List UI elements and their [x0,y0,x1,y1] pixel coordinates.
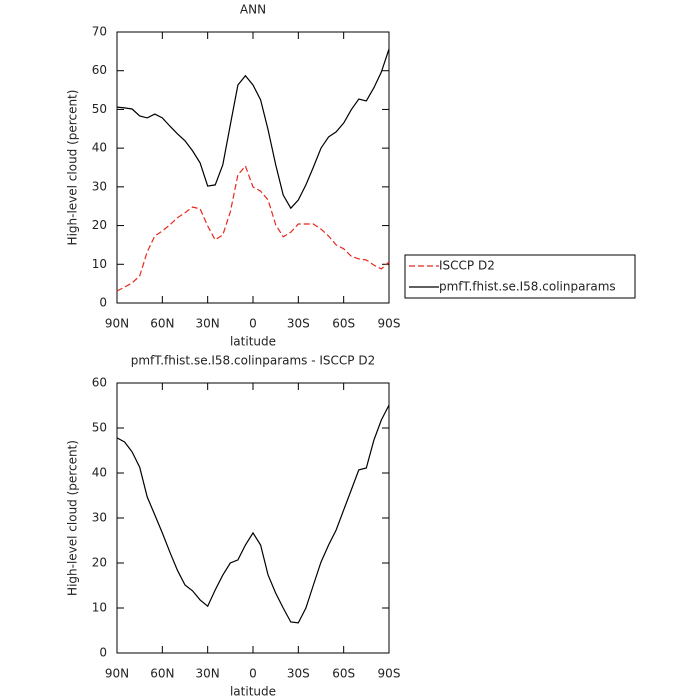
x-tick-label: 30S [287,667,310,681]
x-tick-label: 30S [287,317,310,331]
x-tick-label: 90N [105,667,129,681]
legend-box [404,254,636,299]
chart-title: ANN [240,3,266,17]
x-tick-label: 30N [196,667,220,681]
y-tick-label: 50 [92,421,107,435]
x-axis-label: latitude [230,685,276,699]
legend-label: pmfT.fhist.se.I58.colinparams [439,280,616,294]
y-tick-label: 10 [92,257,107,271]
x-tick-label: 60N [150,667,174,681]
x-tick-label: 60S [332,667,355,681]
x-tick-label: 60N [150,317,174,331]
y-axis-label: High-level cloud (percent) [66,90,80,246]
x-tick-label: 60S [332,317,355,331]
line-series [116,48,390,210]
y-tick-label: 10 [92,601,107,615]
plot-frame [116,31,390,304]
x-tick-label: 90S [378,317,401,331]
line-series [116,164,390,292]
x-tick-label: 30N [196,317,220,331]
y-tick-label: 70 [92,25,107,39]
legend-label: ISCCP D2 [439,259,495,273]
x-tick-label: 90N [105,317,129,331]
y-tick-label: 50 [92,102,107,116]
plot-frame [116,382,390,654]
y-tick-label: 60 [92,63,107,77]
x-axis-label: latitude [230,335,276,349]
x-tick-label: 90S [378,667,401,681]
y-tick-label: 40 [92,466,107,480]
x-tick-label: 0 [249,317,257,331]
y-tick-label: 30 [92,179,107,193]
y-tick-label: 40 [92,141,107,155]
x-tick-label: 0 [249,667,257,681]
y-tick-label: 20 [92,218,107,232]
y-axis-label: High-level cloud (percent) [66,440,80,596]
y-tick-label: 60 [92,376,107,390]
line-series [116,404,390,624]
y-tick-label: 0 [99,646,107,660]
y-tick-label: 20 [92,556,107,570]
chart-title: pmfT.fhist.se.I58.colinparams - ISCCP D2 [131,354,375,368]
y-tick-label: 0 [99,296,107,310]
y-tick-label: 30 [92,511,107,525]
